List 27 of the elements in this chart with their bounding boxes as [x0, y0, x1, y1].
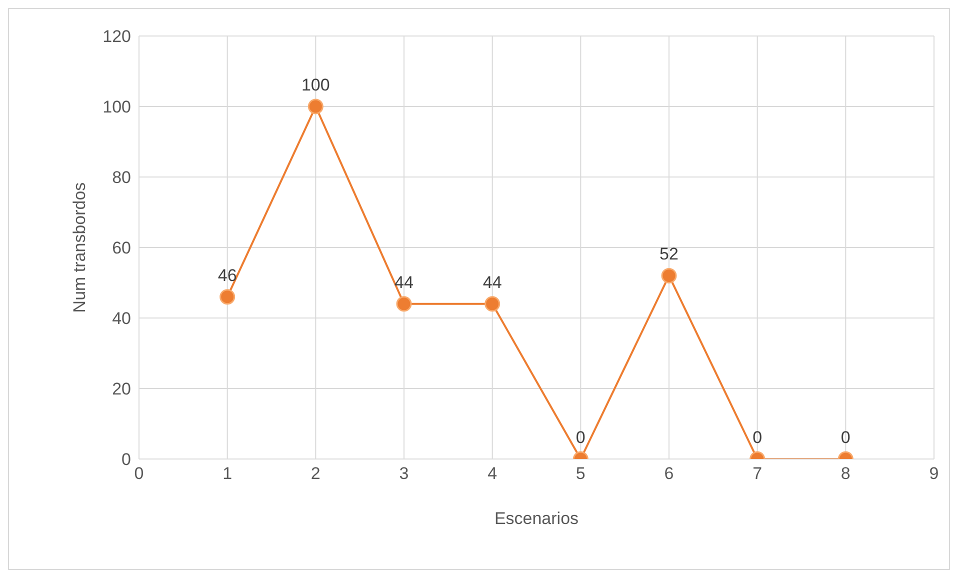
data-label: 0 [576, 428, 586, 447]
y-tick-label: 100 [102, 98, 131, 117]
x-tick-label: 0 [134, 464, 144, 484]
x-tick-label: 9 [929, 464, 939, 484]
x-tick-label: 7 [752, 464, 762, 484]
data-label: 46 [218, 266, 237, 285]
x-tick-label: 8 [840, 464, 850, 484]
y-tick-label: 20 [112, 380, 131, 399]
x-tick-label: 4 [488, 464, 498, 484]
x-axis-title: Escenarios [494, 509, 579, 528]
x-tick-label: 1 [222, 464, 232, 484]
y-axis-title: Num transbordos [70, 182, 90, 313]
y-tick-label: 120 [102, 27, 131, 46]
data-label: 44 [482, 272, 502, 292]
x-tick-label: 3 [399, 464, 409, 484]
x-tick-label: 5 [576, 464, 586, 484]
data-label: 100 [301, 76, 330, 94]
y-tick-label: 0 [122, 450, 131, 470]
data-label: 0 [840, 428, 850, 447]
data-label: 52 [660, 244, 678, 264]
x-tick-label: 6 [664, 464, 674, 484]
y-tick-label: 40 [112, 309, 131, 328]
y-tick-label: 60 [112, 238, 131, 258]
data-label: 44 [394, 272, 414, 292]
data-label: 0 [752, 428, 762, 447]
y-tick-label: 80 [112, 168, 131, 188]
x-tick-label: 2 [310, 464, 320, 484]
